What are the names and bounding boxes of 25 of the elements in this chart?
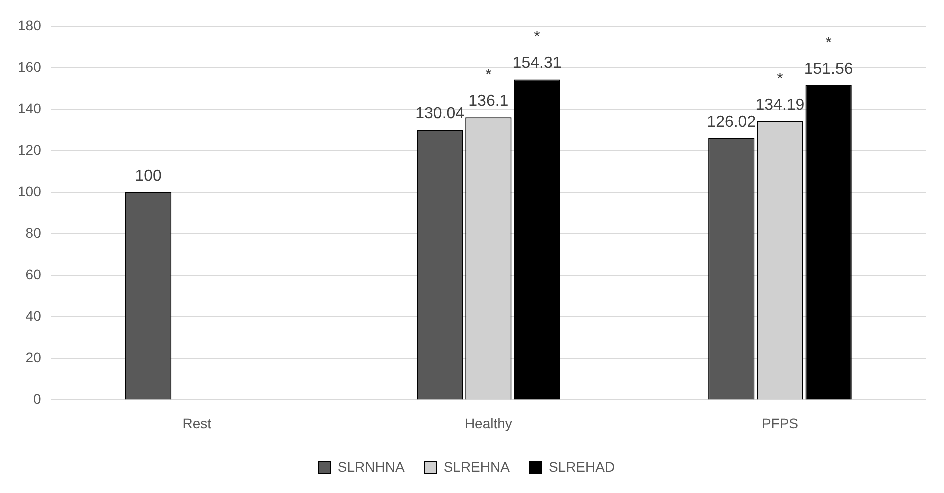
- y-tick-label: 100: [18, 183, 42, 200]
- legend-label: SLREHNA: [444, 458, 511, 475]
- y-tick-label: 0: [34, 391, 42, 408]
- y-tick-label: 120: [18, 142, 42, 158]
- x-tick-label: PFPS: [762, 415, 799, 432]
- data-label: 126.02: [707, 114, 756, 131]
- legend-label: SLRNHNA: [338, 458, 406, 475]
- bar: [806, 85, 852, 400]
- y-tick-label: 80: [26, 224, 42, 241]
- y-tick-label: 140: [18, 100, 42, 116]
- x-tick-label: Rest: [182, 415, 212, 432]
- legend-label: SLREHAD: [548, 458, 616, 475]
- data-label: * 151.56: [804, 34, 854, 78]
- bar: [514, 80, 560, 400]
- data-label: * 136.1: [468, 66, 509, 110]
- data-label: 100: [135, 168, 162, 185]
- x-tick-label: Healthy: [464, 415, 512, 432]
- data-label: 130.04: [416, 106, 465, 123]
- y-tick-label: 40: [26, 308, 42, 324]
- y-tick-label: 160: [18, 58, 42, 75]
- y-tick-label: 60: [26, 266, 42, 282]
- data-label: * 134.19: [756, 70, 805, 114]
- data-label: * 154.31: [512, 29, 562, 72]
- y-tick-label: 20: [26, 350, 42, 366]
- y-tick-label: 180: [18, 17, 42, 34]
